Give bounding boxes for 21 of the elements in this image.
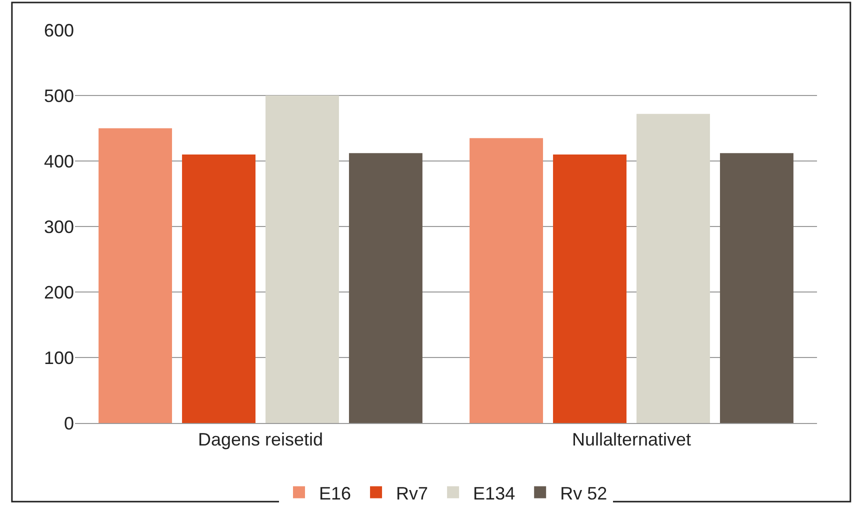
legend-label: E16	[319, 483, 352, 504]
x-tick-label: Nullalternativet	[572, 430, 692, 450]
bar	[720, 153, 794, 423]
y-tick-label: 300	[44, 216, 74, 237]
legend-label: Rv7	[396, 483, 428, 504]
legend-label: E134	[473, 483, 516, 504]
bar	[348, 153, 422, 423]
bar	[98, 128, 172, 423]
y-tick-label: 100	[44, 348, 74, 368]
y-tick-label: 600	[44, 20, 74, 40]
legend-label: Rv 52	[560, 483, 608, 504]
y-tick-label: 0	[64, 413, 74, 434]
bar	[636, 114, 710, 423]
bar	[470, 138, 544, 423]
y-tick-label: 400	[44, 151, 74, 172]
x-tick-label: Dagens reisetid	[198, 430, 324, 450]
bar	[182, 154, 256, 423]
y-tick-label: 500	[44, 86, 74, 106]
y-tick-label: 200	[44, 282, 74, 302]
bar	[553, 154, 626, 423]
bar	[266, 96, 339, 423]
